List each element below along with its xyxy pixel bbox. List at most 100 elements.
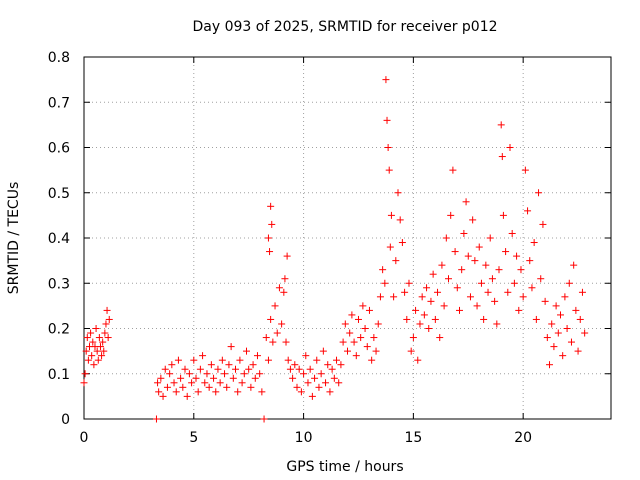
- data-point: [506, 144, 514, 151]
- data-point: [89, 338, 97, 346]
- data-point: [317, 370, 325, 378]
- data-point: [384, 144, 392, 151]
- data-point: [556, 311, 564, 319]
- data-point: [80, 379, 88, 387]
- data-point: [81, 370, 89, 378]
- data-point: [445, 275, 453, 283]
- data-point: [267, 315, 275, 323]
- data-point: [565, 279, 573, 287]
- data-point: [205, 383, 213, 391]
- data-point: [359, 302, 367, 310]
- data-point: [225, 361, 233, 369]
- data-point: [453, 284, 461, 292]
- data-point: [469, 216, 477, 224]
- data-point: [493, 320, 501, 328]
- data-point: [179, 383, 187, 391]
- data-point: [240, 370, 248, 378]
- data-point: [530, 239, 538, 247]
- data-point: [513, 252, 521, 260]
- data-point: [504, 288, 512, 296]
- data-point: [258, 388, 266, 396]
- data-point: [352, 352, 360, 360]
- data-point: [271, 302, 279, 310]
- data-point: [480, 315, 488, 323]
- x-tick-label: 20: [514, 430, 532, 446]
- data-point: [440, 302, 448, 310]
- data-point: [154, 379, 162, 387]
- data-point: [306, 365, 314, 373]
- data-point: [214, 365, 222, 373]
- data-point: [90, 361, 98, 369]
- data-point: [581, 329, 589, 337]
- data-point: [102, 320, 110, 328]
- data-point: [313, 356, 321, 364]
- data-point: [207, 361, 215, 369]
- y-tick-label: 0.2: [48, 322, 70, 338]
- data-point: [498, 153, 506, 161]
- data-point: [234, 388, 242, 396]
- data-point: [251, 374, 259, 382]
- data-point: [221, 370, 229, 378]
- data-point: [94, 356, 102, 364]
- data-point: [99, 338, 107, 346]
- data-point: [425, 325, 433, 332]
- data-point: [561, 293, 569, 301]
- data-point: [260, 415, 268, 423]
- data-point: [275, 284, 283, 292]
- data-point: [161, 365, 169, 373]
- data-point: [286, 365, 294, 373]
- x-tick-label: 0: [80, 430, 89, 446]
- data-point: [253, 352, 261, 360]
- data-point: [284, 356, 292, 364]
- data-point: [295, 365, 303, 373]
- data-point: [368, 356, 376, 364]
- data-point: [82, 347, 90, 355]
- data-point: [92, 325, 100, 332]
- data-point: [183, 392, 191, 400]
- data-point: [497, 121, 505, 129]
- data-point: [508, 229, 516, 237]
- data-point: [554, 329, 562, 337]
- data-point: [105, 315, 113, 323]
- data-point: [266, 248, 274, 256]
- data-point: [528, 284, 536, 292]
- data-point: [398, 239, 406, 247]
- data-point: [462, 198, 470, 206]
- data-point: [348, 311, 356, 319]
- data-point: [280, 288, 288, 296]
- x-axis-label: GPS time / hours: [286, 459, 403, 475]
- data-point: [423, 284, 431, 292]
- data-point: [541, 297, 549, 305]
- data-point: [293, 383, 301, 391]
- data-point: [396, 216, 404, 224]
- data-point: [442, 234, 450, 242]
- data-point: [488, 275, 496, 283]
- data-point: [308, 392, 316, 400]
- data-point: [473, 302, 481, 310]
- data-point: [262, 334, 270, 342]
- data-point: [460, 229, 468, 237]
- data-point: [291, 361, 299, 369]
- data-point: [196, 365, 204, 373]
- data-point: [278, 320, 286, 328]
- data-point: [227, 343, 235, 351]
- data-point: [385, 166, 393, 174]
- data-point: [357, 334, 365, 342]
- data-point: [194, 388, 202, 396]
- data-point: [232, 365, 240, 373]
- data-point: [264, 234, 272, 242]
- data-point: [273, 329, 281, 337]
- data-point: [267, 202, 275, 210]
- data-points: [80, 76, 589, 423]
- x-tick-labels: 0 5 10 15 20: [80, 430, 533, 446]
- data-point: [188, 379, 196, 387]
- data-point: [242, 347, 250, 355]
- data-point: [434, 288, 442, 296]
- data-point: [315, 383, 323, 391]
- data-point: [93, 347, 101, 355]
- data-point: [510, 279, 518, 287]
- data-point: [341, 320, 349, 328]
- data-point: [482, 261, 490, 269]
- data-point: [281, 275, 289, 283]
